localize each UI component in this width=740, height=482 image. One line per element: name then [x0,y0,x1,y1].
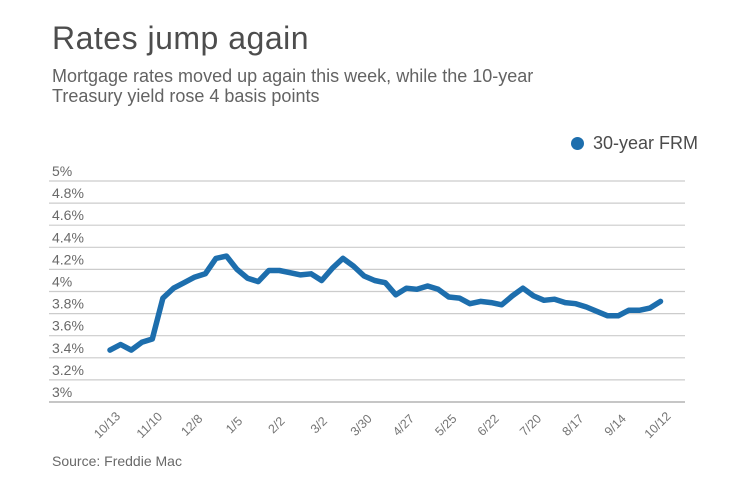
x-tick-label: 6/22 [475,412,502,439]
x-tick-label: 10/12 [642,409,674,441]
chart-subtitle-line1: Mortgage rates moved up again this week,… [52,66,534,86]
y-tick-label: 4.4% [52,229,84,245]
y-tick-label: 4.2% [52,251,84,267]
legend: 30-year FRM [570,133,698,154]
y-tick-label: 3.8% [52,296,84,312]
x-tick-label: 9/14 [602,412,629,439]
chart-title: Rates jump again [52,20,310,56]
y-tick-label: 4.8% [52,185,84,201]
chart-subtitle: Mortgage rates moved up again this week,… [52,66,533,106]
x-tick-label: 3/2 [308,414,330,436]
source-attribution: Source: Freddie Mac [52,453,182,469]
x-tick-label: 8/17 [559,412,586,439]
x-tick-label: 11/10 [134,409,165,440]
x-tick-label: 12/8 [178,412,205,439]
y-tick-label: 3% [52,384,72,400]
y-tick-label: 5% [52,163,72,179]
legend-label: 30-year FRM [592,133,698,153]
legend-marker-icon [570,137,584,150]
y-tick-label: 4.6% [52,207,84,223]
rate-line-series [107,253,664,353]
x-tick-label: 7/20 [517,412,544,439]
x-tick-label: 2/2 [265,414,287,436]
chart-subtitle-line2: Treasury yield rose 4 basis points [52,86,320,106]
y-tick-label: 3.4% [52,340,84,356]
x-tick-label: 4/27 [390,412,417,439]
x-tick-label: 1/5 [223,414,245,436]
y-tick-label: 4% [52,274,72,290]
x-tick-label: 10/13 [91,409,123,441]
y-tick-label: 3.2% [52,362,84,378]
x-tick-label: 5/25 [432,412,459,439]
y-tick-label: 3.6% [52,318,84,334]
x-tick-label: 3/30 [348,412,375,439]
